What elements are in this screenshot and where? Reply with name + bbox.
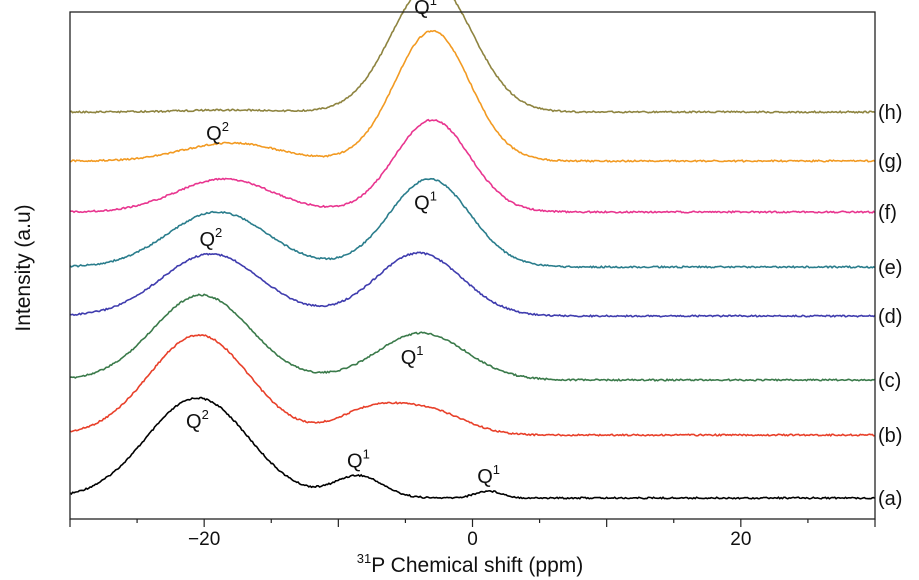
peak-annotation-1: Q1 — [347, 446, 370, 472]
peak-annotation-sup: 2 — [202, 407, 209, 422]
x-tick-label: 20 — [730, 529, 751, 550]
series-label-4: (e) — [878, 257, 902, 279]
peak-annotation-letter: Q — [414, 192, 430, 214]
peak-annotation-sup: 2 — [222, 119, 229, 134]
x-tick-layer: −20 0 20 — [69, 519, 876, 550]
series-layer — [69, 0, 876, 500]
peak-annotation-letter: Q — [477, 466, 493, 488]
peak-annotation-2: Q1 — [477, 462, 500, 488]
x-tick-label: −20 — [188, 529, 220, 550]
x-axis-title-sup: 31 — [357, 551, 371, 566]
peak-annotation-sup: 1 — [493, 462, 500, 477]
spectrum-line-1 — [69, 333, 876, 437]
peak-annotation-sup: 1 — [363, 446, 370, 461]
x-tick-label: 0 — [467, 529, 478, 550]
spectrum-line-0 — [69, 396, 876, 500]
series-label-layer: (a) (b) (c) (d) (e) (f) (g) (h) — [878, 102, 902, 510]
peak-annotation-sup: 1 — [430, 188, 437, 203]
series-label-2: (c) — [878, 370, 901, 392]
y-axis-title: Intensity (a.u) — [12, 204, 35, 331]
spectrum-line-5 — [69, 118, 876, 214]
series-label-0: (a) — [878, 488, 902, 510]
peak-annotation-sup: 2 — [215, 225, 222, 240]
x-axis-title: 31P Chemical shift (ppm) — [357, 551, 583, 577]
peak-annotation-letter: Q — [347, 450, 363, 472]
peak-annotation-7: Q1 — [414, 0, 437, 19]
peak-annotation-5: Q1 — [414, 188, 437, 214]
peak-annotation-6: Q2 — [206, 119, 229, 145]
peak-annotation-letter: Q — [414, 0, 430, 19]
peak-annotation-letter: Q — [186, 411, 202, 433]
peak-annotation-letter: Q — [206, 123, 222, 145]
peak-annotation-sup: 1 — [430, 0, 437, 8]
peak-annotation-4: Q2 — [199, 225, 222, 251]
peak-annotation-sup: 1 — [416, 343, 423, 358]
spectrum-line-6 — [69, 29, 876, 163]
peak-annotation-0: Q2 — [186, 407, 209, 433]
series-label-5: (f) — [878, 202, 897, 224]
peak-annotation-letter: Q — [199, 229, 215, 251]
spectrum-line-3 — [69, 251, 876, 318]
spectrum-line-7 — [69, 0, 876, 114]
spectrum-line-4 — [69, 177, 876, 269]
peak-annotation-letter: Q — [401, 347, 417, 369]
series-label-3: (d) — [878, 306, 902, 328]
series-label-1: (b) — [878, 425, 902, 447]
series-label-7: (h) — [878, 102, 902, 124]
spectrum-line-2 — [69, 293, 876, 382]
peak-annotation-3: Q1 — [401, 343, 424, 369]
x-axis-title-text: P Chemical shift (ppm) — [371, 554, 583, 577]
series-label-6: (g) — [878, 151, 902, 173]
